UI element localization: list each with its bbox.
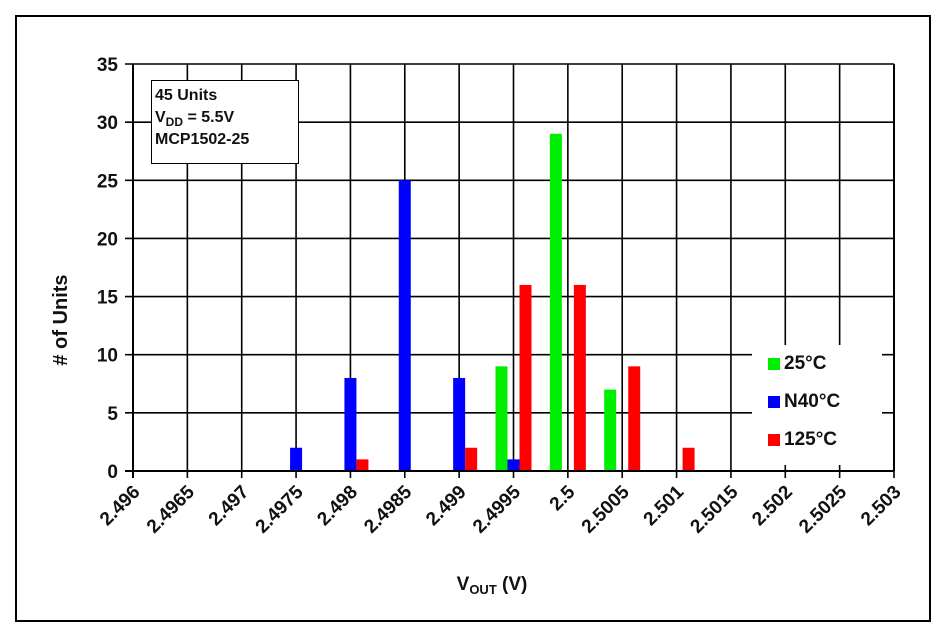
y-tick-label: 30 [97,113,118,134]
y-tick-label: 0 [107,462,118,483]
x-axis-title-sub: OUT [469,582,497,597]
bar-125c-2.501 [682,447,695,471]
bar-25c-2.4995 [495,366,508,471]
bar-125c-2.5005 [628,366,641,471]
legend-swatch [768,396,780,408]
legend-item: 25°C [768,351,826,377]
bar-25c-2.5 [549,133,562,471]
legend-item: N40°C [768,389,840,415]
y-tick-label: 5 [107,404,118,425]
y-tick-label: 35 [97,55,119,76]
x-tick-label: 2.4975 [252,481,308,537]
x-tick-label: 2.5015 [687,481,743,537]
y-tick-label: 10 [97,346,118,367]
legend-item: 125°C [768,427,837,453]
bars [290,133,695,472]
annotation-vdd: VDD = 5.5V [155,109,235,129]
legend-swatch [768,358,780,370]
bar-125c-2.5 [573,284,586,471]
x-tick-label: 2.4985 [360,481,416,537]
bar-n40c-2.4985 [398,180,411,472]
legend-label: 125°C [784,429,838,450]
bar-125c-2.498 [356,459,369,471]
annotation-box: 45 Units VDD = 5.5V MCP1502-25 [151,80,299,164]
y-tick-labels: 0 5 10 15 20 25 30 35 [97,55,119,483]
bar-n40c-2.498 [344,377,357,471]
x-axis-title-main: V [457,574,470,595]
y-axis-title: # of Units [50,274,72,365]
legend-label: 25°C [784,353,827,374]
x-axis-title: VOUT (V) [457,574,528,597]
bar-n40c-2.4995 [507,459,520,471]
x-tick-label: 2.503 [857,482,905,530]
x-tick-label: 2.502 [748,482,796,530]
x-tick-label: 2.5005 [578,481,634,537]
x-tick-label: 2.496 [96,482,144,530]
x-axis-title-unit: (V) [497,574,528,595]
bar-25c-2.5005 [604,389,617,471]
y-tick-label: 25 [97,171,119,192]
annotation-units: 45 Units [155,87,218,104]
x-tick-label: 2.499 [422,482,470,530]
y-tick-label: 15 [97,288,119,309]
x-tick-label: 2.501 [640,481,689,530]
x-tick-label: 2.4995 [469,481,525,537]
x-tick-label: 2.5 [546,481,580,515]
legend: 25°C N40°C 125°C [752,345,882,465]
x-tick-label: 2.498 [313,482,361,530]
axes [125,64,895,478]
x-tick-label: 2.497 [205,482,253,530]
bar-125c-2.499 [465,447,478,471]
legend-swatch [768,434,780,446]
x-tick-label: 2.4965 [143,481,199,537]
annotation-part: MCP1502-25 [155,131,250,148]
legend-label: N40°C [784,391,841,412]
bar-n40c-2.4975 [290,447,303,471]
y-tick-label: 20 [97,229,118,250]
x-tick-label: 2.5025 [795,481,851,537]
bar-125c-2.4995 [519,284,532,471]
bar-n40c-2.499 [453,377,466,471]
